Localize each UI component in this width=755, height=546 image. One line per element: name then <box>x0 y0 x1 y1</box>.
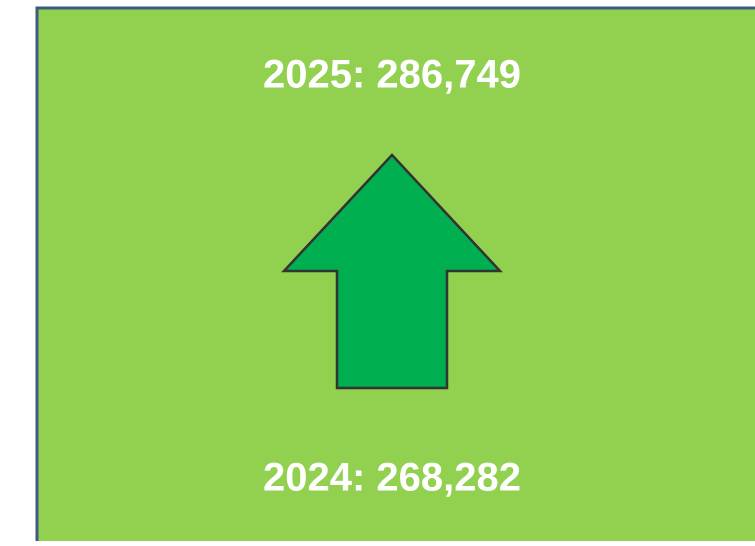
current-value: 2025: 286,749 <box>263 53 521 97</box>
up-arrow <box>281 153 503 390</box>
previous-value: 2024: 268,282 <box>263 456 521 500</box>
